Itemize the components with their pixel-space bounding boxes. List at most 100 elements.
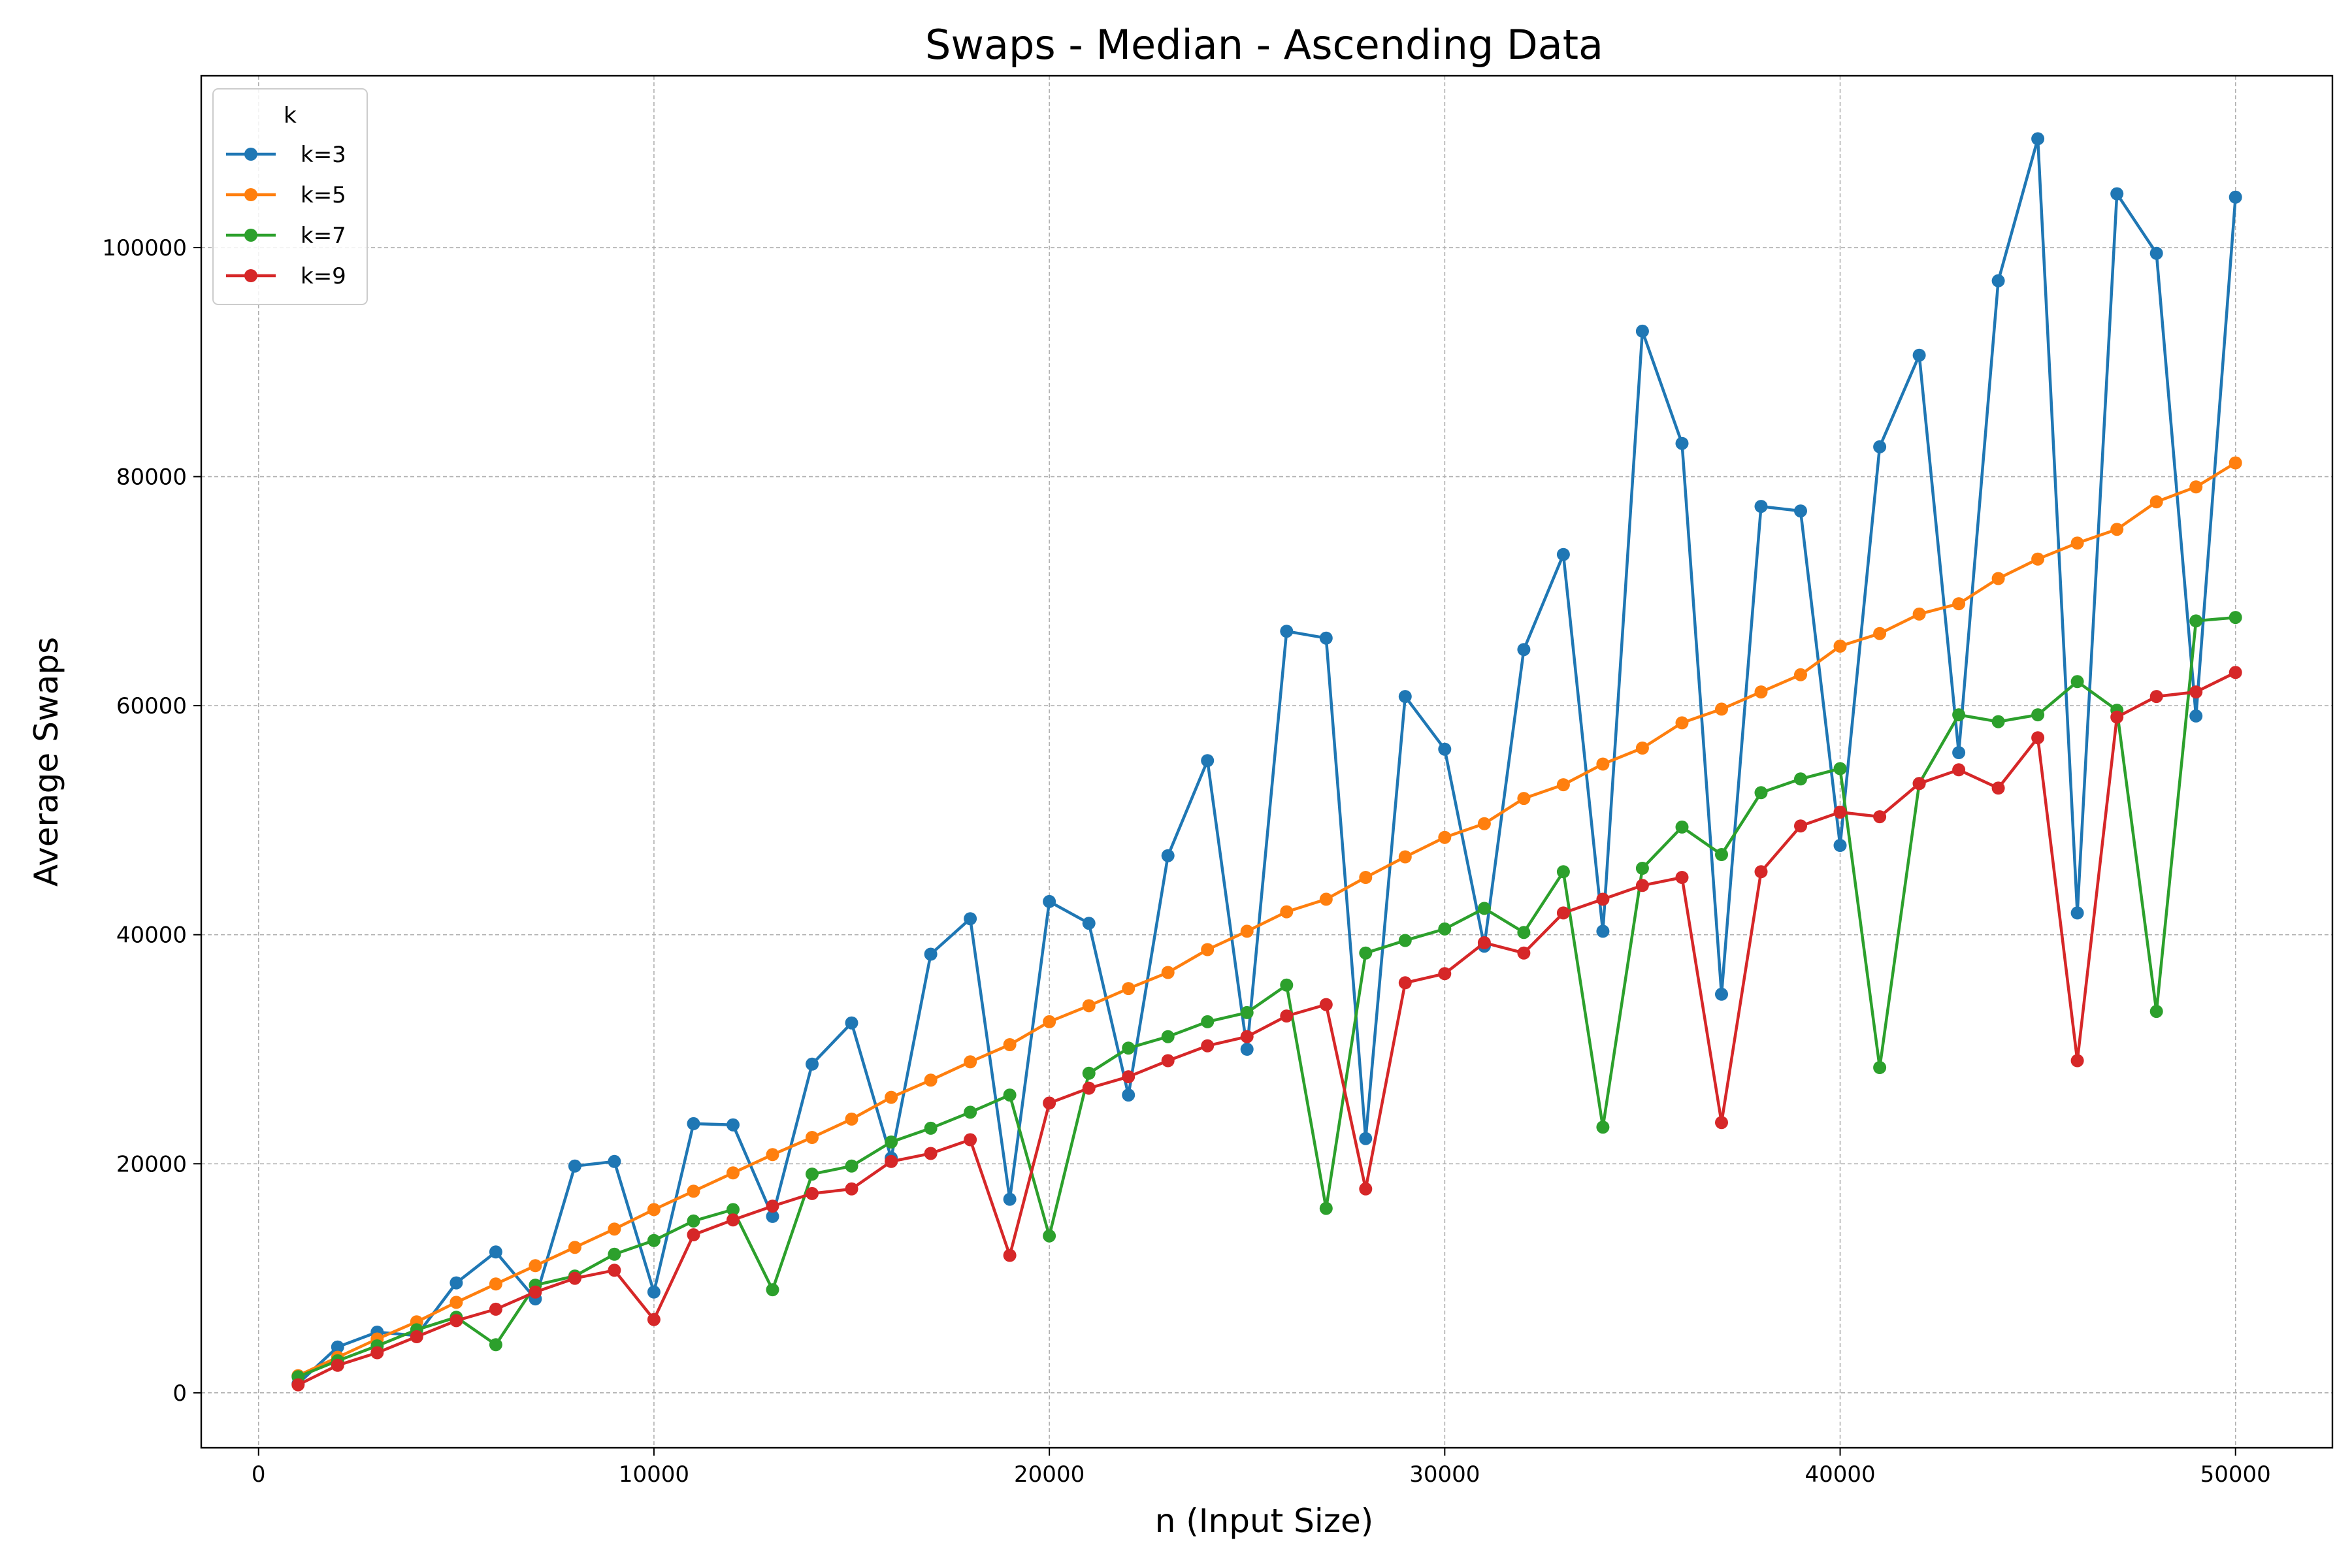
- data-point: [2189, 480, 2203, 494]
- data-point: [2149, 495, 2163, 509]
- data-point: [1833, 806, 1847, 819]
- data-point: [687, 1214, 700, 1228]
- data-point: [1280, 1009, 1294, 1023]
- data-point: [1201, 754, 1215, 768]
- data-point: [2149, 690, 2163, 704]
- data-point: [806, 1168, 819, 1181]
- x-tick-label: 40000: [1805, 1462, 1875, 1488]
- data-point: [687, 1184, 700, 1198]
- ticks: 0 10000 20000 30000 40000 50000 0 20000 40000 600…: [102, 235, 2271, 1488]
- legend-title: k: [284, 103, 297, 129]
- series-k-9: [291, 666, 2242, 1392]
- data-point: [608, 1264, 621, 1277]
- data-point: [1991, 572, 2005, 585]
- legend-label: k=9: [301, 263, 346, 289]
- data-point: [1201, 943, 1215, 956]
- data-point: [1477, 936, 1491, 949]
- data-point: [370, 1346, 384, 1360]
- y-tick-label: 0: [172, 1380, 187, 1407]
- data-point: [2149, 246, 2163, 260]
- grid: [201, 76, 2332, 1448]
- data-point: [1635, 862, 1649, 875]
- data-point: [727, 1203, 740, 1217]
- data-point: [1240, 1030, 1254, 1043]
- data-point: [1754, 786, 1768, 800]
- data-point: [608, 1247, 621, 1261]
- data-point: [331, 1340, 344, 1354]
- data-point: [2031, 552, 2045, 566]
- data-point: [1280, 905, 1294, 919]
- data-point: [1319, 892, 1333, 906]
- data-point: [529, 1259, 542, 1273]
- data-point: [1201, 1015, 1215, 1028]
- legend-swatch-marker: [244, 188, 257, 201]
- data-point: [1912, 348, 1926, 362]
- data-point: [1161, 1030, 1175, 1043]
- legend-label: k=3: [301, 142, 346, 168]
- data-point: [1715, 848, 1728, 861]
- legend-swatch-marker: [244, 269, 257, 282]
- data-point: [1754, 500, 1768, 514]
- data-point: [1873, 627, 1887, 640]
- data-point: [1556, 547, 1570, 561]
- data-point: [766, 1283, 779, 1297]
- data-point: [1122, 982, 1135, 996]
- data-point: [806, 1186, 819, 1200]
- data-point: [568, 1271, 581, 1285]
- data-point: [766, 1209, 779, 1223]
- data-point: [291, 1378, 305, 1392]
- data-point: [1794, 504, 1807, 518]
- data-point: [1398, 976, 1412, 990]
- data-point: [489, 1338, 502, 1352]
- data-point: [1082, 999, 1096, 1013]
- data-point: [1952, 746, 1966, 759]
- data-point: [1043, 894, 1056, 908]
- plot-frame: [200, 74, 2334, 1449]
- y-axis-title: Average Swaps: [27, 637, 65, 887]
- data-point: [1517, 926, 1531, 939]
- data-point: [1398, 850, 1412, 864]
- data-point: [1596, 892, 1610, 906]
- data-point: [1240, 1043, 1254, 1056]
- data-point: [1398, 934, 1412, 947]
- data-point: [1359, 946, 1373, 960]
- data-point: [964, 1133, 977, 1147]
- data-point: [1912, 607, 1926, 621]
- data-point: [1715, 702, 1728, 716]
- data-point: [924, 947, 938, 961]
- data-point: [1596, 924, 1610, 938]
- data-point: [1794, 819, 1807, 833]
- data-point: [2229, 666, 2242, 679]
- data-point: [885, 1135, 898, 1149]
- data-point: [647, 1313, 661, 1326]
- data-point: [1082, 917, 1096, 930]
- data-point: [845, 1112, 858, 1126]
- legend-swatch-marker: [244, 148, 257, 161]
- series-line: [297, 671, 2236, 1386]
- data-point: [766, 1148, 779, 1162]
- data-point: [1398, 690, 1412, 704]
- data-point: [410, 1330, 423, 1343]
- data-point: [687, 1228, 700, 1241]
- data-point: [2189, 685, 2203, 699]
- data-point: [1833, 839, 1847, 852]
- x-tick-label: 30000: [1409, 1462, 1480, 1488]
- data-point: [1082, 1066, 1096, 1080]
- data-point: [1556, 865, 1570, 879]
- data-point: [449, 1296, 463, 1309]
- data-point: [1675, 820, 1689, 834]
- data-point: [924, 1073, 938, 1087]
- data-point: [2070, 536, 2084, 550]
- data-point: [845, 1159, 858, 1173]
- data-point: [1675, 871, 1689, 884]
- data-point: [2149, 1005, 2163, 1019]
- data-point: [1161, 1054, 1175, 1068]
- data-point: [331, 1358, 344, 1372]
- y-tick-label: 20000: [116, 1151, 187, 1177]
- data-point: [1952, 597, 1966, 611]
- legend: kk=3 k=5 k=7 k=9: [212, 88, 368, 305]
- y-tick-label: 40000: [116, 923, 187, 949]
- data-point: [1635, 324, 1649, 338]
- data-point: [1003, 1088, 1017, 1102]
